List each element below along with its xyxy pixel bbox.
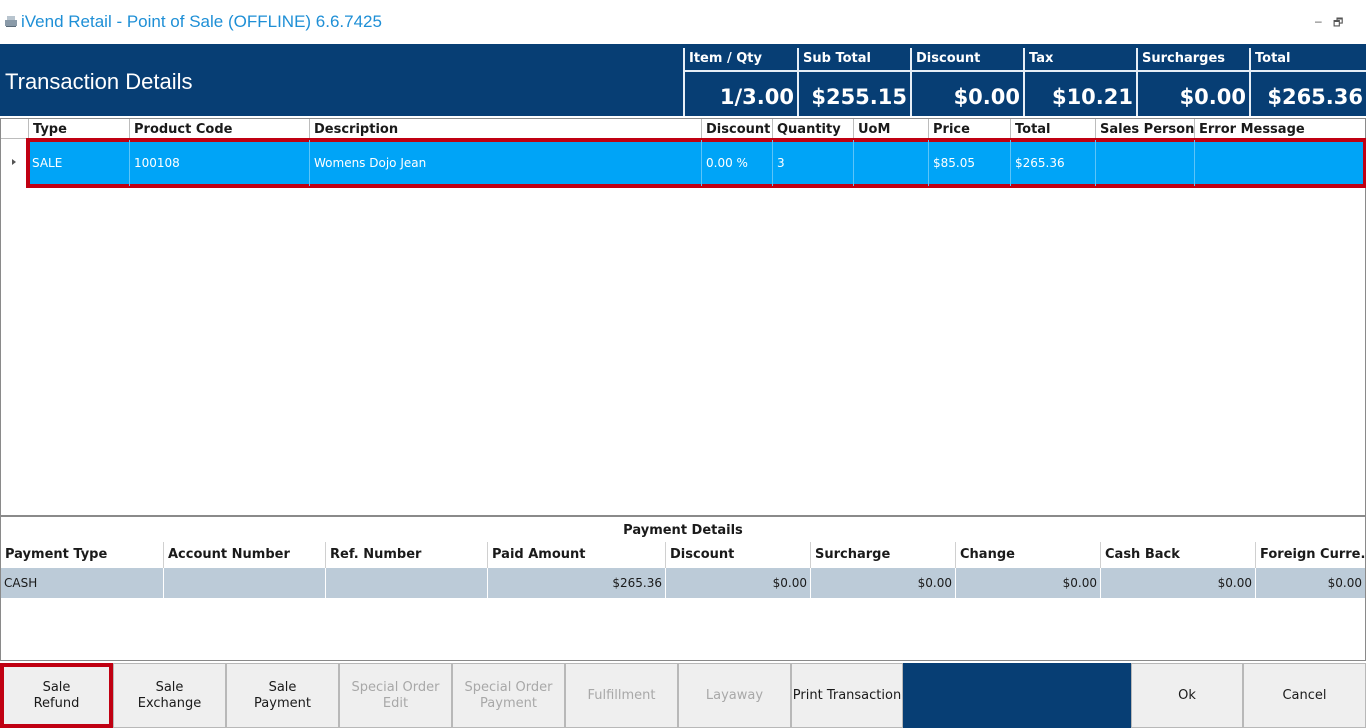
column-header-ref-number[interactable]: Ref. Number: [325, 542, 487, 568]
sale-payment-button[interactable]: Sale Payment: [226, 663, 339, 728]
summary-surcharges: Surcharges $0.00: [1136, 48, 1249, 116]
summary-value: $0.00: [1179, 85, 1246, 109]
payment-details-panel: Payment Details Payment Type Account Num…: [0, 516, 1366, 661]
column-header-payment-type[interactable]: Payment Type: [5, 547, 108, 562]
column-header-change[interactable]: Change: [955, 542, 1100, 568]
column-header-discount[interactable]: Discount: [665, 542, 810, 568]
summary-tax: Tax $10.21: [1023, 48, 1136, 116]
cell-total[interactable]: $265.36: [1010, 140, 1095, 186]
cell-foreign-currency[interactable]: $0.00: [1255, 568, 1365, 598]
cell-sales-person[interactable]: [1095, 140, 1194, 186]
column-header-product-code[interactable]: Product Code: [129, 119, 309, 139]
cell-error-message[interactable]: [1194, 140, 1365, 186]
ok-button[interactable]: Ok: [1131, 663, 1243, 728]
transaction-grid: Type Product Code Description Discount Q…: [0, 118, 1366, 516]
column-header-sales-person[interactable]: Sales Person: [1095, 119, 1194, 139]
summary-label: Tax: [1029, 51, 1054, 66]
sale-refund-button[interactable]: Sale Refund: [0, 663, 113, 728]
button-bar-spacer: [903, 663, 1131, 728]
action-button-bar: Sale Refund Sale Exchange Sale Payment S…: [0, 661, 1366, 728]
summary-sub-total: Sub Total $255.15: [797, 48, 910, 116]
grid-header: Type Product Code Description Discount Q…: [1, 119, 1365, 139]
cell-price[interactable]: $85.05: [928, 140, 1010, 186]
summary-total: Total $265.36: [1249, 48, 1366, 116]
cell-payment-type[interactable]: CASH: [4, 576, 38, 590]
payment-details-title: Payment Details: [623, 523, 743, 538]
cancel-button[interactable]: Cancel: [1243, 663, 1366, 728]
cell-description[interactable]: Womens Dojo Jean: [309, 140, 701, 186]
layaway-button[interactable]: Layaway: [678, 663, 791, 728]
special-order-payment-button[interactable]: Special Order Payment: [452, 663, 565, 728]
column-header-surcharge[interactable]: Surcharge: [810, 542, 955, 568]
restore-icon[interactable]: 🗗: [1333, 17, 1344, 29]
column-header-description[interactable]: Description: [309, 119, 701, 139]
column-header-uom[interactable]: UoM: [853, 119, 928, 139]
page-title: Transaction Details: [5, 69, 193, 94]
payment-row[interactable]: CASH $265.36 $0.00 $0.00 $0.00 $0.00 $0.…: [1, 568, 1365, 598]
summary-label: Discount: [916, 51, 981, 66]
print-transaction-button[interactable]: Print Transaction: [791, 663, 903, 728]
row-indicator-icon: [12, 159, 16, 165]
fulfillment-button[interactable]: Fulfillment: [565, 663, 678, 728]
summary-label: Sub Total: [803, 51, 871, 66]
summary-item-qty: Item / Qty 1/3.00: [683, 48, 797, 116]
sale-exchange-button[interactable]: Sale Exchange: [113, 663, 226, 728]
summary-value: $10.21: [1051, 85, 1133, 109]
cell-change[interactable]: $0.00: [955, 568, 1100, 598]
title-bar: iVend Retail - Point of Sale (OFFLINE) 6…: [0, 0, 1366, 44]
window-title: iVend Retail - Point of Sale (OFFLINE) 6…: [21, 12, 382, 31]
column-header-cash-back[interactable]: Cash Back: [1100, 542, 1255, 568]
cell-paid-amount[interactable]: $265.36: [487, 568, 665, 598]
cell-discount[interactable]: 0.00 %: [701, 140, 772, 186]
cell-type[interactable]: SALE: [32, 156, 63, 170]
special-order-edit-button[interactable]: Special Order Edit: [339, 663, 452, 728]
column-header-total[interactable]: Total: [1010, 119, 1095, 139]
cell-discount[interactable]: $0.00: [665, 568, 810, 598]
summary-label: Total: [1255, 51, 1291, 66]
summary-discount: Discount $0.00: [910, 48, 1023, 116]
summary-value: $265.36: [1267, 85, 1363, 109]
column-header-type[interactable]: Type: [28, 119, 129, 139]
column-header-error-message[interactable]: Error Message: [1194, 119, 1365, 139]
column-header-account-number[interactable]: Account Number: [163, 542, 325, 568]
summary-value: $255.15: [811, 85, 907, 109]
cell-account-number[interactable]: [163, 568, 325, 598]
cell-ref-number[interactable]: [325, 568, 487, 598]
cell-surcharge[interactable]: $0.00: [810, 568, 955, 598]
column-header-quantity[interactable]: Quantity: [772, 119, 853, 139]
summary-value: $0.00: [953, 85, 1020, 109]
column-header-foreign-currency[interactable]: Foreign Curre...: [1255, 542, 1365, 568]
cell-uom[interactable]: [853, 140, 928, 186]
register-icon: [5, 16, 17, 27]
minimize-icon[interactable]: –: [1315, 14, 1322, 28]
column-header-price[interactable]: Price: [928, 119, 1010, 139]
cell-product-code[interactable]: 100108: [129, 140, 309, 186]
summary-label: Surcharges: [1142, 51, 1226, 66]
column-header-discount[interactable]: Discount: [701, 119, 772, 139]
table-row[interactable]: SALE 100108 Womens Dojo Jean 0.00 % 3 $8…: [26, 138, 1366, 188]
cell-cash-back[interactable]: $0.00: [1100, 568, 1255, 598]
summary-label: Item / Qty: [689, 51, 762, 66]
transaction-header: Transaction Details Item / Qty 1/3.00 Su…: [0, 44, 1366, 116]
summary-value: 1/3.00: [719, 85, 794, 109]
column-header-paid-amount[interactable]: Paid Amount: [487, 542, 665, 568]
cell-quantity[interactable]: 3: [772, 140, 853, 186]
